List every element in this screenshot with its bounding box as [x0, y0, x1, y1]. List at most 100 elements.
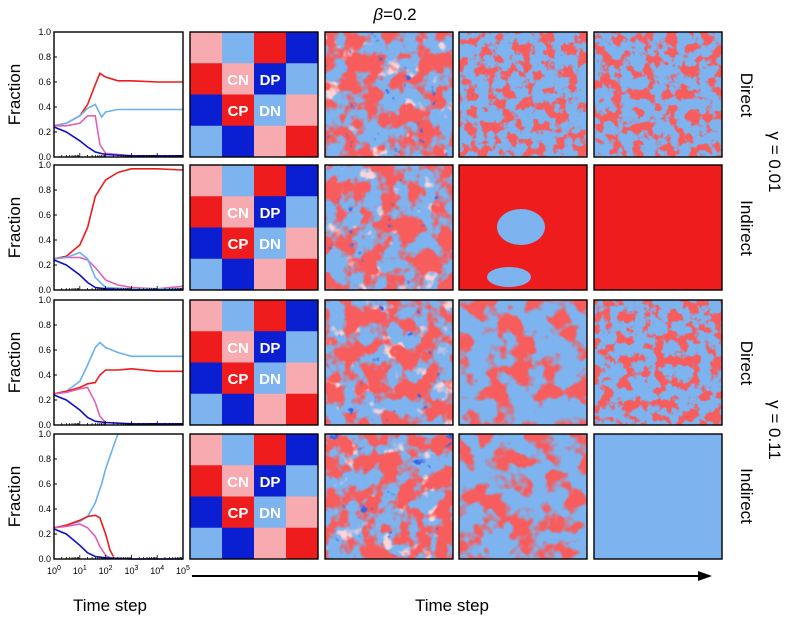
grid-cell-dp — [286, 32, 319, 64]
y-tick-label: 1.0 — [38, 295, 51, 305]
dn-cluster — [497, 209, 545, 245]
panel-frame — [324, 299, 454, 426]
lattice-snapshots: CN DP CP DN CN DP CP DN CN DP CP DN CN DP CP DN — [189, 31, 723, 560]
y-tick-label: 0.8 — [38, 52, 51, 62]
x-tick-label: 104 — [150, 565, 164, 576]
y-axis-label: Fraction — [5, 332, 24, 393]
line-plot-4: 0.0 0.2 0.4 0.6 0.8 1.0 Fraction — [5, 429, 184, 564]
y-tick-label: 1.0 — [38, 160, 51, 170]
uniform-dn — [594, 434, 722, 559]
y-tick-label: 0.0 — [38, 152, 51, 162]
grid-cell-cn — [190, 434, 223, 466]
strategy-label-dn: DN — [259, 103, 281, 120]
series-line-dn — [53, 103, 183, 127]
panel-frame — [324, 164, 454, 291]
snapshot-stage-3 — [458, 299, 588, 426]
grid-cell-dn — [222, 434, 255, 466]
grid-cell-cp — [254, 300, 287, 332]
grid-cell-dp — [222, 258, 255, 291]
row-label-4: Indirect — [737, 468, 756, 524]
grid-cell-cp — [222, 362, 255, 395]
strategy-label-dp: DP — [260, 340, 281, 357]
grid-cell-dp — [190, 227, 223, 260]
y-tick-label: 0.2 — [38, 127, 51, 137]
grid-cell-cn — [222, 63, 255, 95]
grid-cell-cn — [254, 527, 287, 560]
gamma-label-1: γ = 0.01 — [765, 132, 784, 193]
panel-frame — [458, 31, 588, 158]
grid-cell-dp — [286, 165, 319, 197]
grid-cell-dn — [254, 362, 287, 395]
snapshot-final — [593, 31, 723, 158]
grid-cell-cp — [254, 32, 287, 64]
grid-cell-dn — [286, 196, 319, 228]
grid-cell-dn — [190, 393, 223, 426]
panel-frame — [458, 299, 588, 426]
series-line-dn — [53, 341, 183, 395]
grid-cell-dp — [190, 94, 223, 127]
panel-frame — [458, 433, 588, 560]
series-line-cp — [53, 72, 183, 127]
grid-cell-dn — [190, 125, 223, 158]
dp-clusters — [325, 300, 453, 425]
grid-cell-dn — [190, 258, 223, 291]
x-axis-label-right: Time step — [415, 596, 489, 615]
dp-clusters — [459, 32, 587, 157]
grid-cell-cp — [190, 63, 223, 95]
uniform-cp — [594, 165, 722, 290]
grid-cell-cn — [190, 32, 223, 64]
y-tick-label: 0.4 — [38, 370, 51, 380]
grid-cell-dp — [190, 496, 223, 529]
cp-clusters — [459, 300, 587, 425]
y-axis-label: Fraction — [5, 64, 24, 125]
grid-cell-cn — [254, 125, 287, 158]
row-label-1: Direct — [737, 73, 756, 118]
snapshot-row-4: CN DP CP DN — [189, 433, 723, 560]
strategy-label-dp: DP — [260, 474, 281, 491]
figure-title: β=0.2 — [372, 5, 416, 24]
grid-cell-dn — [190, 527, 223, 560]
initial-grid-panel: CN DP CP DN — [189, 433, 319, 560]
snapshot-stage-2 — [324, 31, 454, 158]
line-plot-1: 0.0 0.2 0.4 0.6 0.8 1.0 Fraction — [5, 27, 184, 162]
grid-cell-dn — [254, 227, 287, 260]
strategy-label-cn: CN — [227, 72, 249, 89]
y-tick-label: 0.8 — [38, 454, 51, 464]
snapshot-stage-2 — [324, 299, 454, 426]
y-tick-label: 1.0 — [38, 27, 51, 37]
x-tick-label: 102 — [99, 565, 113, 576]
y-tick-label: 0.2 — [38, 395, 51, 405]
row-label-3: Direct — [737, 341, 756, 386]
panel-frame — [324, 31, 454, 158]
panel-frame — [324, 433, 454, 560]
strategy-label-cn: CN — [227, 474, 249, 491]
panel-frame — [189, 433, 319, 560]
grid-cell-cn — [222, 196, 255, 228]
row-label-2: Indirect — [737, 200, 756, 256]
y-axis-label: Fraction — [5, 466, 24, 527]
grid-cell-cp — [286, 393, 319, 426]
grid-cell-cn — [222, 331, 255, 363]
y-tick-label: 0.2 — [38, 529, 51, 539]
grid-cell-dp — [254, 331, 287, 363]
strategy-label-cp: CP — [228, 371, 249, 388]
grid-cell-cp — [254, 165, 287, 197]
grid-cell-cn — [286, 94, 319, 127]
dp-clusters — [325, 165, 453, 290]
grid-cell-cn — [286, 362, 319, 395]
snapshot-stage-3 — [458, 433, 588, 560]
grid-cell-dn — [222, 300, 255, 332]
x-tick-label: 105 — [176, 565, 190, 576]
dp-clusters — [325, 32, 453, 157]
series-line-cp — [53, 168, 184, 260]
grid-cell-dn — [222, 32, 255, 64]
grid-cell-cp — [222, 227, 255, 260]
panel-frame — [189, 31, 319, 158]
grid-cell-dp — [286, 434, 319, 466]
grid-cell-cn — [254, 258, 287, 291]
cp-clusters — [594, 32, 722, 157]
series-line-cp — [53, 367, 183, 395]
grid-cell-dp — [254, 196, 287, 228]
snapshot-stage-3 — [458, 31, 588, 158]
